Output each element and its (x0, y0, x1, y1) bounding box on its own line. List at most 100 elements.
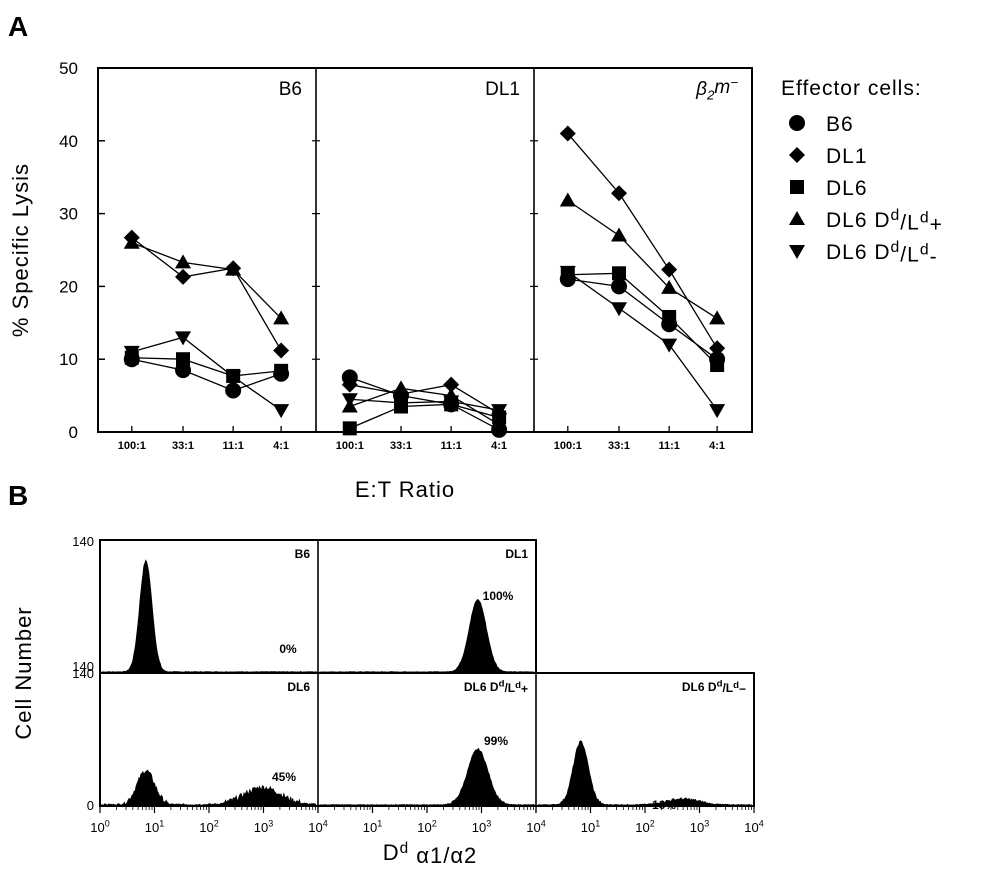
marker-triangle-up (273, 310, 290, 325)
hist-y-tick-label: 140 (72, 534, 94, 549)
x-tick-label: 100:1 (554, 440, 582, 452)
hist-x-tick-label: 104 (308, 819, 327, 835)
marker-triangle-down (123, 345, 140, 360)
subpanel-label: B6 (279, 79, 302, 100)
series-line (131, 357, 282, 377)
hist-x-tick-label: 101 (581, 819, 600, 835)
marker-diamond (443, 376, 460, 393)
hist-y-tick-label: 0 (87, 798, 94, 813)
marker-diamond (611, 185, 628, 202)
marker-triangle-up (123, 234, 140, 249)
hist-x-tick-label: 102 (199, 819, 218, 835)
hist-y-axis-title: Cell Number (11, 606, 36, 739)
legend-label: DL6 Dd/Ld+ (826, 207, 943, 237)
series-line (567, 271, 718, 411)
marker-square (342, 421, 357, 436)
plot-frame (97, 67, 753, 433)
series-line (349, 376, 500, 431)
hist-panel-label: DL6 (287, 680, 310, 694)
marker-square (790, 180, 804, 194)
marker-square (662, 309, 677, 324)
subpanel-0: 100:1 33:1 11:1 4:1 B6 (118, 79, 302, 452)
marker-triangle-down (393, 396, 410, 411)
panel-a-letter: A (8, 11, 28, 42)
hist-percent-label: 100% (483, 589, 514, 603)
x-tick-label: 33:1 (390, 440, 412, 452)
hist-x-tick-label: 103 (472, 819, 491, 835)
hist-y-tick-label: 140 (72, 659, 94, 674)
marker-triangle-down (273, 404, 290, 419)
histogram-area (319, 747, 535, 806)
series-line (567, 199, 718, 319)
marker-square (176, 352, 191, 367)
series-line (567, 272, 718, 366)
marker-circle (789, 115, 805, 131)
legend-title: Effector cells: (781, 77, 922, 100)
marker-triangle-up (175, 254, 192, 269)
hist-panel-label: DL6 Dd/Ld− (682, 679, 746, 696)
hist-panel: DL1 100% (319, 547, 534, 673)
hist-percent-label: 99% (484, 734, 508, 748)
x-tick-label: 33:1 (172, 440, 194, 452)
marker-triangle-down (341, 393, 358, 408)
marker-triangle-down (611, 302, 628, 317)
subpanel-label: DL1 (485, 79, 520, 100)
hist-x-tick-label: 102 (417, 819, 436, 835)
marker-circle (611, 278, 628, 295)
marker-diamond (661, 261, 678, 278)
legend-label: DL6 (826, 177, 868, 200)
hist-x-tick-label: 101 (145, 819, 164, 835)
marker-triangle-down (491, 404, 508, 419)
hist-x-tick-label: 103 (690, 819, 709, 835)
marker-triangle-up (225, 261, 242, 276)
marker-diamond (273, 342, 290, 359)
series-line (349, 403, 500, 429)
hist-panel-label: DL6 Dd/Ld+ (464, 679, 528, 696)
marker-triangle-up (789, 211, 805, 225)
y-tick-label: 20 (59, 277, 78, 296)
hist-panel-label: B6 (295, 547, 311, 561)
hist-percent-label: 0% (279, 642, 297, 656)
marker-triangle-up (661, 279, 678, 294)
hist-x-tick-label: 100 (90, 819, 109, 835)
marker-triangle-up (709, 310, 726, 325)
histogram-area (537, 740, 752, 806)
x-tick-label: 11:1 (222, 440, 243, 452)
series-line (567, 278, 718, 360)
series-line (349, 398, 500, 411)
lysis-chart: 0 10 20 30 40 50 % Specific Lysis E:T Ratio 100:… (8, 59, 753, 502)
marker-triangle-down (709, 404, 726, 419)
series-line (131, 242, 282, 319)
marker-triangle-up (611, 227, 628, 242)
marker-triangle-down (559, 265, 576, 280)
x-tick-label: 4:1 (491, 440, 507, 452)
hist-x-axis-title: Dd α1/α2 (383, 840, 478, 868)
marker-triangle-down (225, 370, 242, 385)
series-line (131, 237, 282, 351)
y-tick-label: 40 (59, 132, 78, 151)
x-tick-label: 11:1 (658, 440, 679, 452)
x-tick-label: 4:1 (709, 440, 725, 452)
marker-triangle-up (393, 380, 410, 395)
legend-label: DL6 Dd/Ld- (826, 239, 938, 269)
series-line (131, 358, 282, 392)
marker-triangle-down (443, 395, 460, 410)
hist-x-tick-label: 104 (744, 819, 763, 835)
marker-square (274, 363, 289, 378)
x-tick-label: 100:1 (118, 440, 146, 452)
x-tick-label: 11:1 (440, 440, 461, 452)
y-tick-label: 10 (59, 350, 78, 369)
legend-label: DL1 (826, 145, 868, 168)
x-axis-title: E:T Ratio (355, 477, 455, 502)
y-axis-title: % Specific Lysis (8, 163, 33, 337)
marker-triangle-down (175, 331, 192, 346)
series-line (349, 387, 500, 426)
x-tick-label: 4:1 (273, 440, 289, 452)
subpanel-1: 100:1 33:1 11:1 4:1 DL1 (336, 79, 520, 452)
hist-x-tick-label: 104 (526, 819, 545, 835)
x-tick-label: 33:1 (608, 440, 630, 452)
marker-square (710, 358, 725, 373)
hist-panel-label: DL1 (505, 547, 528, 561)
